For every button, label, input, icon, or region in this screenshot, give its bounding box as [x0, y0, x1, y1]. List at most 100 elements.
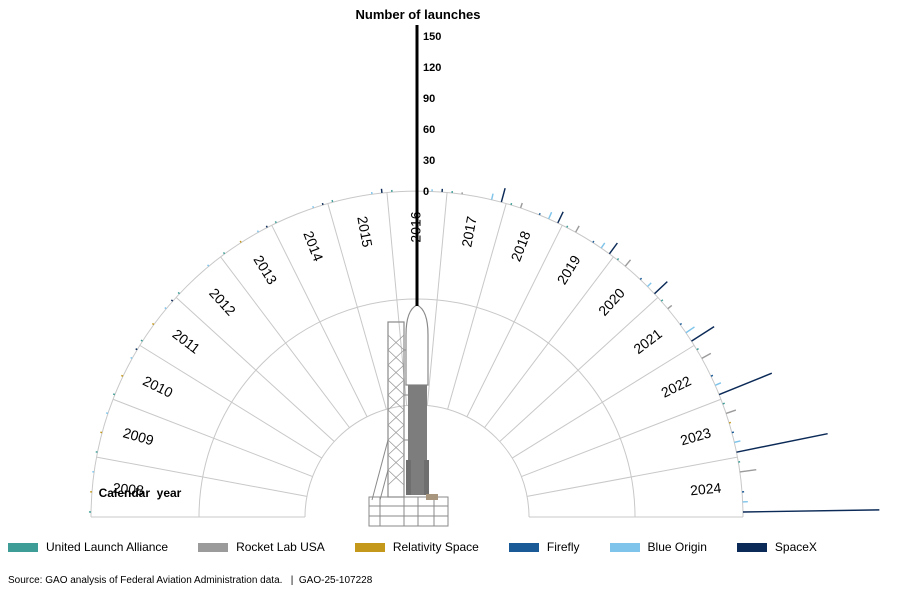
bar-spacex-2010	[135, 348, 138, 351]
grid-spoke	[139, 344, 323, 459]
legend-label: Blue Origin	[647, 540, 707, 554]
bar-spacex-2014	[321, 202, 324, 206]
legend-swatch	[8, 542, 38, 552]
legend-swatch	[609, 542, 640, 552]
bar-firefly-2019	[592, 240, 595, 243]
legend-label: Relativity Space	[392, 540, 479, 554]
grid-spoke	[447, 203, 507, 410]
legend-item-united-launch-alliance: United Launch Alliance	[8, 540, 168, 554]
bar-united-launch-alliance-2014	[274, 221, 277, 224]
radial-bar-chart: 0 30 60 90 120 150 Number of launches 2008 200…	[88, 7, 880, 527]
bar-united-launch-alliance-2023	[722, 402, 725, 405]
bar-blue-origin-2011	[164, 307, 167, 310]
bar-united-launch-alliance-2010	[112, 393, 116, 396]
axis-tick-label: 30	[423, 155, 435, 167]
axis-tick-label: 120	[423, 62, 441, 74]
bar-relativity-space-2023	[728, 421, 732, 424]
bar-spacex-2020	[654, 281, 668, 295]
legend: United Launch Alliance Rocket Lab USA Rela…	[8, 538, 892, 556]
grid-spoke	[112, 398, 313, 478]
axis-tick-label: 150	[423, 31, 441, 43]
grid-spoke	[386, 192, 408, 406]
year-label-2017: 2017	[458, 215, 479, 249]
chart-title: Number of launches	[356, 7, 481, 22]
bar-relativity-space-2011	[151, 322, 155, 326]
bar-spacex-2023	[736, 432, 828, 453]
bar-relativity-space-2009	[100, 431, 103, 434]
grid-spoke	[96, 456, 307, 497]
year-label-2015: 2015	[354, 215, 375, 249]
bar-blue-origin-2012	[207, 264, 210, 267]
legend-item-firefly: Firefly	[508, 540, 580, 554]
bar-blue-origin-2021	[685, 326, 695, 334]
bar-spacex-2019	[608, 242, 618, 255]
bar-spacex-2017	[500, 187, 506, 203]
bar-relativity-space-2008	[90, 491, 93, 493]
legend-label: SpaceX	[774, 540, 817, 554]
category-axis-label: Calendar year	[99, 486, 182, 500]
bar-united-launch-alliance-2016	[391, 189, 393, 193]
legend-swatch	[508, 542, 539, 552]
legend-label: Firefly	[546, 540, 580, 554]
bar-united-launch-alliance-2009	[95, 451, 98, 453]
axis-tick-label: 60	[423, 124, 435, 136]
bar-spacex-2021	[691, 326, 715, 342]
bar-united-launch-alliance-2022	[696, 347, 699, 351]
grid-spoke	[426, 192, 448, 406]
bar-spacex-2018	[557, 211, 564, 224]
bar-rocket-lab-usa-2023	[725, 409, 737, 415]
bar-firefly-2023	[731, 431, 735, 434]
bar-blue-origin-2019	[600, 242, 606, 249]
bar-united-launch-alliance-2019	[566, 225, 569, 228]
year-label-2014: 2014	[300, 229, 326, 264]
legend-swatch	[354, 542, 385, 552]
bar-firefly-2022	[710, 374, 714, 377]
bar-spacex-2015	[380, 188, 383, 193]
bar-blue-origin-2022	[714, 382, 722, 386]
grid-spoke	[521, 398, 722, 478]
bar-united-launch-alliance-2008	[88, 511, 92, 513]
grid-spoke	[220, 256, 350, 428]
bar-rocket-lab-usa-2022	[701, 352, 712, 359]
bar-blue-origin-2010	[130, 356, 133, 359]
year-label-2013: 2013	[250, 252, 280, 287]
bar-blue-origin-2023	[734, 440, 741, 444]
radial-value-axis-ticks: 0 30 60 90 120 150	[423, 31, 441, 198]
year-label-2021: 2021	[630, 325, 665, 357]
year-label-2020: 2020	[595, 285, 628, 319]
bar-firefly-2020	[639, 277, 643, 280]
bar-blue-origin-2018	[548, 211, 553, 220]
year-label-2010: 2010	[140, 372, 175, 400]
bar-rocket-lab-usa-2024	[739, 468, 757, 473]
grid-spoke	[327, 203, 387, 410]
bar-united-launch-alliance-2024	[738, 461, 741, 463]
grid-spoke	[175, 297, 335, 442]
legend-label: Rocket Lab USA	[236, 540, 325, 554]
year-label-2023: 2023	[678, 424, 713, 448]
axis-tick-label: 0	[423, 186, 429, 198]
bar-relativity-space-2013	[239, 240, 242, 243]
bar-firefly-2024	[741, 491, 745, 493]
rocket-launch-tower-illustration	[368, 304, 449, 527]
legend-item-relativity-space: Relativity Space	[354, 540, 479, 554]
bar-blue-origin-2024	[742, 500, 748, 503]
grid-spoke	[511, 344, 695, 459]
legend-label: United Launch Alliance	[46, 540, 169, 554]
year-label-2019: 2019	[554, 252, 584, 287]
bar-blue-origin-2009	[105, 412, 109, 415]
bars	[88, 187, 880, 513]
bar-blue-origin-2014	[312, 205, 315, 209]
grid-spoke	[527, 456, 738, 497]
bar-relativity-space-2010	[121, 374, 124, 377]
bar-united-launch-alliance-2013	[222, 251, 226, 255]
bar-blue-origin-2020	[647, 282, 652, 287]
bar-rocket-lab-usa-2017	[461, 192, 464, 195]
bar-spacex-2011	[170, 299, 174, 302]
bar-united-launch-alliance-2011	[140, 339, 143, 342]
bar-spacex-2016	[441, 188, 444, 193]
legend-item-blue-origin: Blue Origin	[609, 540, 707, 554]
bar-spacex-2022	[718, 372, 773, 396]
bar-united-launch-alliance-2018	[510, 202, 513, 206]
bar-united-launch-alliance-2017	[451, 191, 453, 193]
bar-firefly-2018	[538, 212, 541, 216]
